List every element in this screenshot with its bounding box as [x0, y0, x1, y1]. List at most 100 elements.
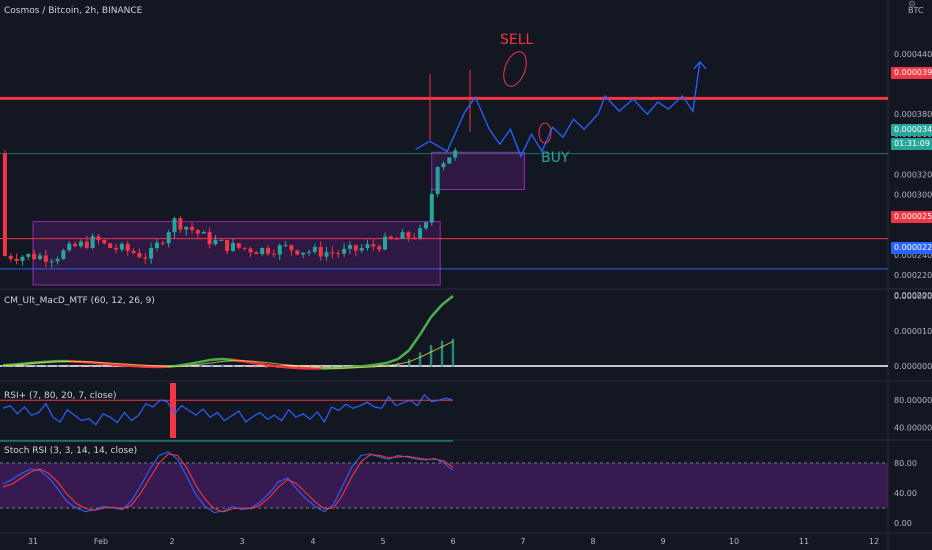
candle-body — [190, 226, 195, 231]
candle-body — [447, 157, 452, 164]
macd-line-segment — [365, 363, 377, 368]
currency-label: BTC — [908, 6, 924, 15]
macd-line-segment — [408, 333, 422, 351]
candle-body — [400, 232, 405, 239]
rectangle-zone — [32, 221, 441, 286]
candle-body — [131, 250, 136, 254]
macd-histogram-bar — [265, 366, 268, 368]
candle-body — [371, 244, 376, 247]
candle-body — [412, 237, 417, 239]
macd-line-segment — [134, 364, 146, 368]
macd-line-segment — [101, 362, 113, 366]
macd-histogram-bar — [45, 365, 49, 367]
macd-line-segment — [112, 363, 124, 367]
macd-histogram-bar — [100, 366, 103, 368]
candle-body — [108, 243, 113, 248]
candle-body — [312, 246, 317, 252]
macd-histogram-bar — [56, 365, 60, 367]
candle-body — [248, 248, 253, 253]
candle-body — [14, 258, 19, 261]
sell-annotation: SELL — [500, 32, 534, 48]
candle-body — [301, 252, 306, 255]
candle-body — [254, 252, 259, 255]
macd-line-segment — [244, 360, 256, 365]
stoch-band-fill — [0, 463, 888, 508]
macd-histogram-bar — [12, 365, 16, 367]
macd-histogram-bar — [320, 366, 323, 367]
macd-line-segment — [354, 364, 366, 369]
candle-body — [43, 255, 48, 262]
time-tick-label: 12 — [869, 537, 879, 546]
candle-body — [295, 250, 300, 255]
macd-histogram-bar — [418, 352, 422, 367]
macd-line-segment — [46, 359, 58, 364]
candle-body — [184, 226, 189, 230]
settings-icon[interactable]: ⚙ — [908, 0, 917, 10]
candle-body — [271, 253, 276, 255]
candle-body — [453, 150, 458, 158]
macd-histogram-bar — [429, 345, 433, 367]
macd-histogram-bar — [199, 364, 202, 367]
projection-path — [415, 61, 701, 158]
time-tick-label: 9 — [660, 537, 665, 546]
buy-ellipse — [538, 122, 552, 144]
time-tick-label: 3 — [239, 537, 244, 546]
symbol-title[interactable]: Cosmos / Bitcoin, 2h, BINANCE — [4, 6, 143, 16]
candle-body — [149, 248, 154, 259]
time-tick-label: 7 — [520, 537, 525, 546]
candle-body — [225, 240, 230, 251]
candle-body — [277, 245, 282, 255]
stoch-rsi-indicator-label[interactable]: Stoch RSI (3, 3, 14, 14, close) — [4, 446, 138, 456]
macd-histogram-bar — [221, 364, 224, 367]
macd-histogram-bar — [122, 366, 125, 368]
macd-histogram-bar — [78, 366, 82, 367]
candle-body — [90, 236, 95, 248]
candle-body — [353, 245, 358, 251]
macd-line-segment — [277, 365, 289, 369]
candle-body — [20, 256, 25, 261]
macd-histogram-bar — [23, 365, 27, 367]
macd-line-segment — [441, 295, 454, 306]
time-tick-label: 2 — [169, 537, 174, 546]
candle-body — [55, 258, 60, 262]
candle-body — [342, 248, 347, 254]
time-tick-label: 11 — [799, 537, 809, 546]
candle-body — [388, 236, 393, 239]
candle-body — [172, 218, 177, 233]
rsi-tick-label: 40.0000000 — [894, 423, 932, 432]
macd-histogram-bar — [210, 364, 213, 367]
countdown-badge: 01:31:09 — [891, 138, 932, 150]
candle-body — [78, 241, 83, 247]
macd-histogram-bar — [440, 340, 444, 367]
macd-histogram-bar — [254, 366, 257, 368]
candle-body — [289, 245, 294, 251]
candle-body — [418, 228, 423, 239]
candle-body — [242, 247, 247, 249]
candle-body — [435, 167, 440, 195]
time-tick-label: 4 — [310, 537, 315, 546]
stoch-tick-label: 0.00 — [894, 519, 912, 528]
macd-tick-label: 0.0000000 — [894, 362, 932, 371]
macd-line-segment — [386, 357, 399, 365]
macd-histogram-bar — [67, 365, 71, 367]
projection-arrow-head — [693, 60, 707, 70]
candle-body — [8, 255, 13, 259]
candle-body — [283, 245, 288, 247]
candles-group — [2, 147, 458, 268]
low-level-badge: 0.00002260 — [891, 242, 932, 254]
rsi-indicator-label[interactable]: RSI+ (7, 80, 20, 7, close) — [4, 391, 117, 401]
candle-body — [154, 242, 159, 249]
macd-histogram-bar — [89, 366, 93, 367]
candle-body — [423, 222, 428, 229]
candle-body — [359, 247, 364, 251]
candle-body — [178, 218, 183, 230]
macd-line-segment — [211, 357, 223, 361]
candle-body — [336, 252, 341, 254]
macd-indicator-label[interactable]: CM_Ult_MacD_MTF (60, 12, 26, 9) — [4, 296, 155, 306]
